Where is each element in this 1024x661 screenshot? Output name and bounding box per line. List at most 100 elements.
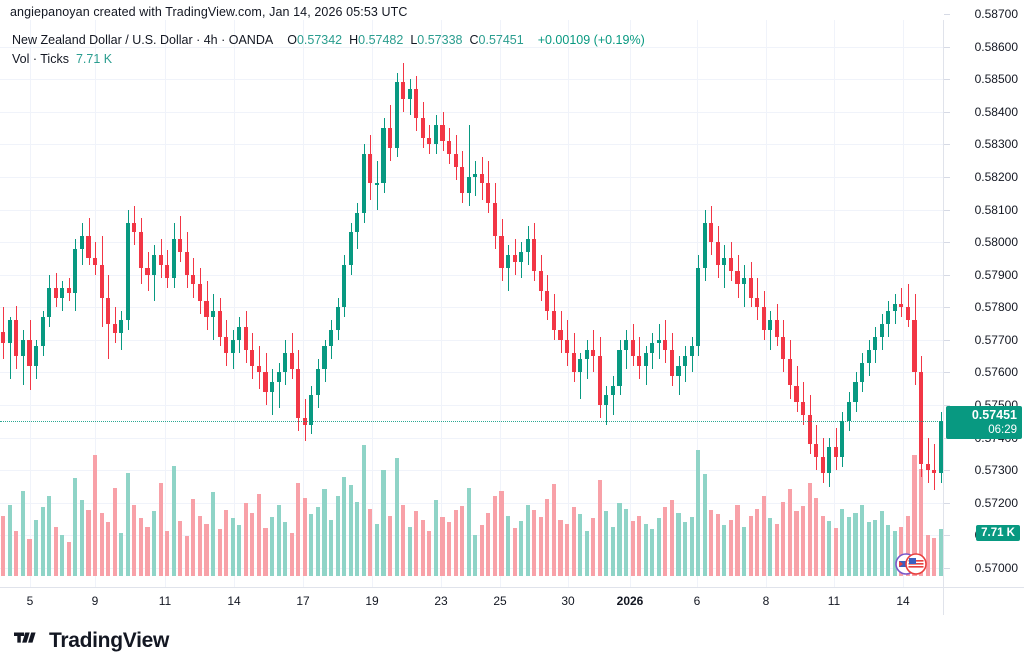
- volume-bar: [728, 519, 733, 576]
- volume-bar: [138, 518, 143, 576]
- candle-body: [99, 264, 104, 298]
- legend-symbol-row[interactable]: New Zealand Dollar / U.S. Dollar · 4h · …: [12, 32, 645, 49]
- volume-bar: [925, 534, 930, 576]
- candle-body: [191, 274, 196, 285]
- volume-bar: [820, 515, 825, 576]
- candle-wick: [613, 375, 614, 415]
- current-price-badge[interactable]: 0.57451 06:29: [946, 406, 1022, 440]
- candle-body: [401, 82, 406, 99]
- candle-body: [283, 352, 288, 373]
- time-axis-label: 14: [896, 594, 910, 608]
- candle-body: [663, 339, 668, 350]
- volume-bar: [794, 511, 799, 576]
- legend-volume-row[interactable]: Vol · Ticks 7.71 K: [12, 51, 645, 68]
- candle-body: [801, 401, 806, 415]
- candle-body: [152, 255, 157, 275]
- candle-body: [138, 232, 143, 269]
- time-axis[interactable]: 5 9 11 14 17 19 23 25 30 2026 6 8 11 14: [0, 587, 944, 615]
- price-axis-tick: [944, 242, 950, 244]
- chart-plot-area[interactable]: [0, 20, 944, 588]
- volume-bar: [119, 533, 124, 576]
- volume-bar: [663, 507, 668, 576]
- low-label: L: [410, 33, 418, 47]
- candle-body: [820, 457, 825, 474]
- volume-bar: [302, 497, 307, 576]
- candle-body: [610, 385, 615, 396]
- candle-wick: [901, 287, 902, 318]
- volume-bar: [781, 501, 786, 576]
- candle-body: [329, 330, 334, 347]
- volume-bar: [676, 512, 681, 576]
- price-gridline: [0, 274, 944, 276]
- price-axis-tick: [944, 339, 950, 341]
- volume-bar: [591, 518, 596, 576]
- candle-body: [735, 271, 740, 285]
- candle-wick: [908, 284, 909, 327]
- candle-body: [178, 238, 183, 252]
- candle-wick: [469, 124, 470, 207]
- volume-bar: [774, 523, 779, 576]
- time-axis-label: 6: [693, 594, 701, 608]
- candle-body: [112, 323, 117, 334]
- volume-bar: [440, 516, 445, 576]
- candle-body: [125, 222, 130, 321]
- price-gridline: [0, 502, 944, 504]
- candle-body: [643, 352, 648, 366]
- volume-bar: [433, 500, 438, 576]
- candle-body: [669, 349, 674, 376]
- volume-bar: [237, 525, 242, 576]
- volume-bar: [335, 496, 340, 576]
- volume-bar: [519, 521, 524, 576]
- time-gridline: [95, 20, 96, 588]
- volume-bar: [27, 538, 32, 576]
- candle-body: [47, 287, 52, 318]
- candle-body: [932, 470, 937, 474]
- candle-body: [709, 222, 714, 243]
- volume-bar: [263, 527, 268, 576]
- volume-bar: [401, 504, 406, 576]
- candle-body: [342, 264, 347, 308]
- candle-body: [486, 183, 491, 203]
- price-axis-label: 0.58600: [974, 39, 1018, 54]
- volume-bar: [486, 512, 491, 576]
- candle-body: [224, 336, 229, 353]
- volume-bar: [388, 515, 393, 576]
- candle-body: [545, 291, 550, 311]
- symbol-title[interactable]: New Zealand Dollar / U.S. Dollar · 4h · …: [12, 33, 274, 47]
- candle-body: [565, 339, 570, 353]
- volume-study-label[interactable]: Vol · Ticks: [12, 52, 69, 66]
- price-gridline: [0, 176, 944, 178]
- candle-body: [814, 444, 819, 458]
- volume-bar: [296, 482, 301, 576]
- volume-bar: [722, 525, 727, 576]
- price-axis-label: 0.58300: [974, 137, 1018, 152]
- candle-wick: [279, 362, 280, 409]
- candle-wick: [724, 245, 725, 288]
- candle-body: [827, 447, 832, 474]
- volume-bar: [361, 445, 366, 576]
- candle-body: [919, 372, 924, 464]
- volume-bar: [230, 518, 235, 576]
- candle-body: [774, 320, 779, 337]
- candle-body: [473, 173, 478, 177]
- volume-bar: [60, 534, 65, 576]
- volume-bar: [558, 519, 563, 576]
- candle-wick: [928, 437, 929, 484]
- time-gridline: [303, 20, 304, 588]
- candle-body: [525, 238, 530, 252]
- current-price-value: 0.57451: [971, 408, 1017, 423]
- currency-pair-flag-icon[interactable]: [894, 552, 928, 581]
- candle-body: [27, 339, 32, 366]
- volume-bar: [624, 508, 629, 576]
- volume-bar: [748, 515, 753, 576]
- candle-body: [879, 323, 884, 337]
- price-axis[interactable]: 0.58700 0.58600 0.58500 0.58400 0.58300 0.582…: [943, 7, 1024, 588]
- candle-body: [925, 463, 930, 471]
- candle-body: [263, 372, 268, 393]
- volume-value-badge[interactable]: 7.71 K: [976, 525, 1020, 541]
- time-axis-label: 5: [26, 594, 34, 608]
- candle-body: [833, 447, 838, 458]
- price-axis-tick: [944, 470, 950, 472]
- time-gridline: [903, 20, 904, 588]
- volume-bar: [414, 511, 419, 576]
